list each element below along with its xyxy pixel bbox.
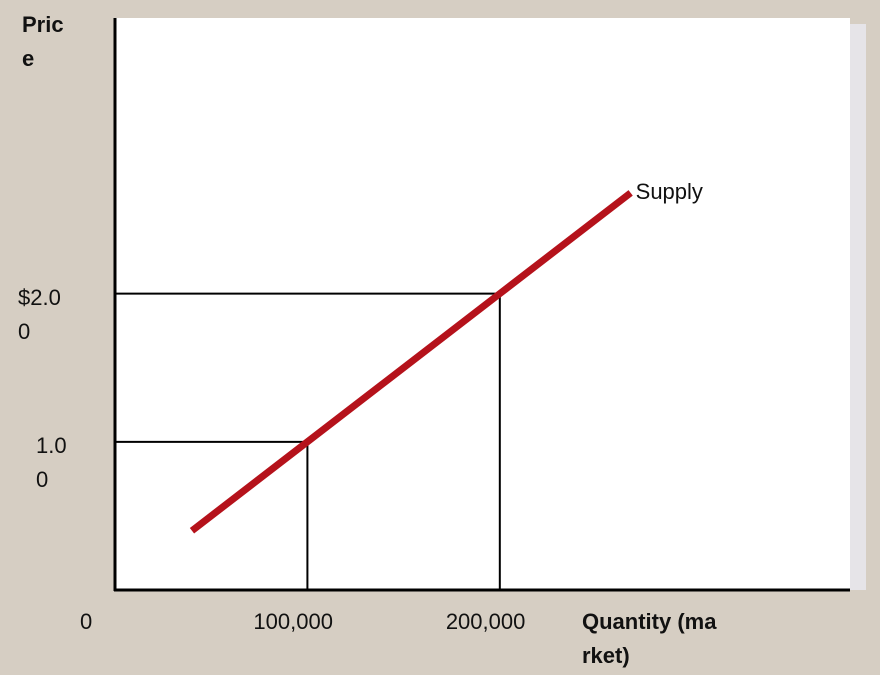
y-axis-label: Price <box>22 12 64 71</box>
series-label: Supply <box>635 178 703 204</box>
x-axis-label: Quantity (market) <box>582 609 717 668</box>
y-tick-label: $2.00 <box>18 284 61 344</box>
x-tick-label: 100,000 <box>253 609 333 634</box>
y-tick-label: 1.00 <box>36 432 67 492</box>
x-tick-label: 0 <box>80 609 93 634</box>
supply-line <box>189 190 633 534</box>
x-tick-label: 200,000 <box>445 609 526 634</box>
shadow <box>850 24 866 590</box>
